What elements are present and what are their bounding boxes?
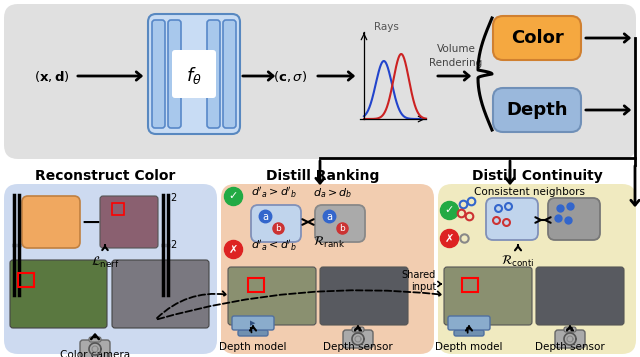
Text: Depth model: Depth model [220,342,287,352]
Text: Depth sensor: Depth sensor [323,342,393,352]
Text: Color: Color [511,29,563,47]
FancyBboxPatch shape [238,330,268,336]
Text: ✓: ✓ [444,206,454,216]
Text: $d'_a > d'_b$: $d'_a > d'_b$ [251,186,297,200]
FancyBboxPatch shape [438,184,636,354]
Text: ✓: ✓ [228,191,237,201]
Text: Consistent neighbors: Consistent neighbors [474,187,586,197]
FancyBboxPatch shape [564,327,576,332]
Text: a: a [326,211,332,221]
FancyBboxPatch shape [454,330,484,336]
Bar [462,278,478,292]
Text: $\mathcal{R}_{\mathrm{conti}}$: $\mathcal{R}_{\mathrm{conti}}$ [501,254,535,269]
FancyBboxPatch shape [251,205,301,242]
Text: $\mathcal{R}_{\mathrm{rank}}$: $\mathcal{R}_{\mathrm{rank}}$ [313,235,346,250]
FancyBboxPatch shape [207,20,220,128]
FancyBboxPatch shape [4,184,217,354]
FancyBboxPatch shape [444,267,532,325]
Text: $-$: $-$ [80,210,100,234]
FancyBboxPatch shape [548,198,600,240]
Text: ✗: ✗ [228,245,237,255]
FancyBboxPatch shape [232,316,274,330]
Text: Depth: Depth [506,101,568,119]
Text: $(\mathbf{x}, \mathbf{d})$: $(\mathbf{x}, \mathbf{d})$ [34,69,70,84]
Text: Depth sensor: Depth sensor [535,342,605,352]
FancyBboxPatch shape [448,316,490,330]
Text: 2: 2 [170,193,176,203]
FancyBboxPatch shape [168,20,181,128]
Text: Color camera: Color camera [60,350,130,357]
FancyBboxPatch shape [493,16,581,60]
FancyBboxPatch shape [555,330,585,348]
Bar [18,273,34,287]
Text: ▶: ▶ [250,320,256,326]
FancyBboxPatch shape [315,205,365,242]
FancyBboxPatch shape [172,50,216,98]
Text: Distill Ranking: Distill Ranking [266,169,380,183]
Text: b: b [275,224,281,233]
FancyBboxPatch shape [148,14,240,134]
FancyBboxPatch shape [100,196,158,248]
Text: b: b [339,224,345,233]
FancyBboxPatch shape [152,20,165,128]
Text: $d_a > d_b$: $d_a > d_b$ [313,186,353,200]
FancyBboxPatch shape [486,198,538,240]
Text: $f_{\theta}$: $f_{\theta}$ [186,65,202,85]
FancyBboxPatch shape [320,267,408,325]
FancyBboxPatch shape [4,4,636,159]
Text: Distill Continuity: Distill Continuity [472,169,602,183]
FancyBboxPatch shape [89,337,101,342]
Text: a: a [262,211,268,221]
Text: 2: 2 [170,240,176,250]
Text: Reconstruct Color: Reconstruct Color [35,169,175,183]
Bar [248,278,264,292]
FancyBboxPatch shape [223,20,236,128]
FancyBboxPatch shape [112,260,209,328]
Text: Rays: Rays [374,22,399,32]
Text: Depth model: Depth model [435,342,503,352]
FancyBboxPatch shape [80,340,110,357]
Text: Volume
Rendering: Volume Rendering [429,44,483,67]
FancyBboxPatch shape [493,88,581,132]
FancyBboxPatch shape [221,184,434,354]
Text: $\mathcal{L}_{\mathrm{nerf}}$: $\mathcal{L}_{\mathrm{nerf}}$ [91,255,119,270]
FancyBboxPatch shape [536,267,624,325]
FancyBboxPatch shape [10,260,107,328]
Text: $(\mathbf{c}, \sigma)$: $(\mathbf{c}, \sigma)$ [273,69,307,84]
FancyBboxPatch shape [228,267,316,325]
Text: Shared
input: Shared input [402,270,436,292]
FancyBboxPatch shape [352,327,364,332]
FancyBboxPatch shape [22,196,80,248]
FancyBboxPatch shape [343,330,373,348]
Text: $d'_a < d'_b$: $d'_a < d'_b$ [251,238,297,253]
Text: ✗: ✗ [444,233,454,243]
